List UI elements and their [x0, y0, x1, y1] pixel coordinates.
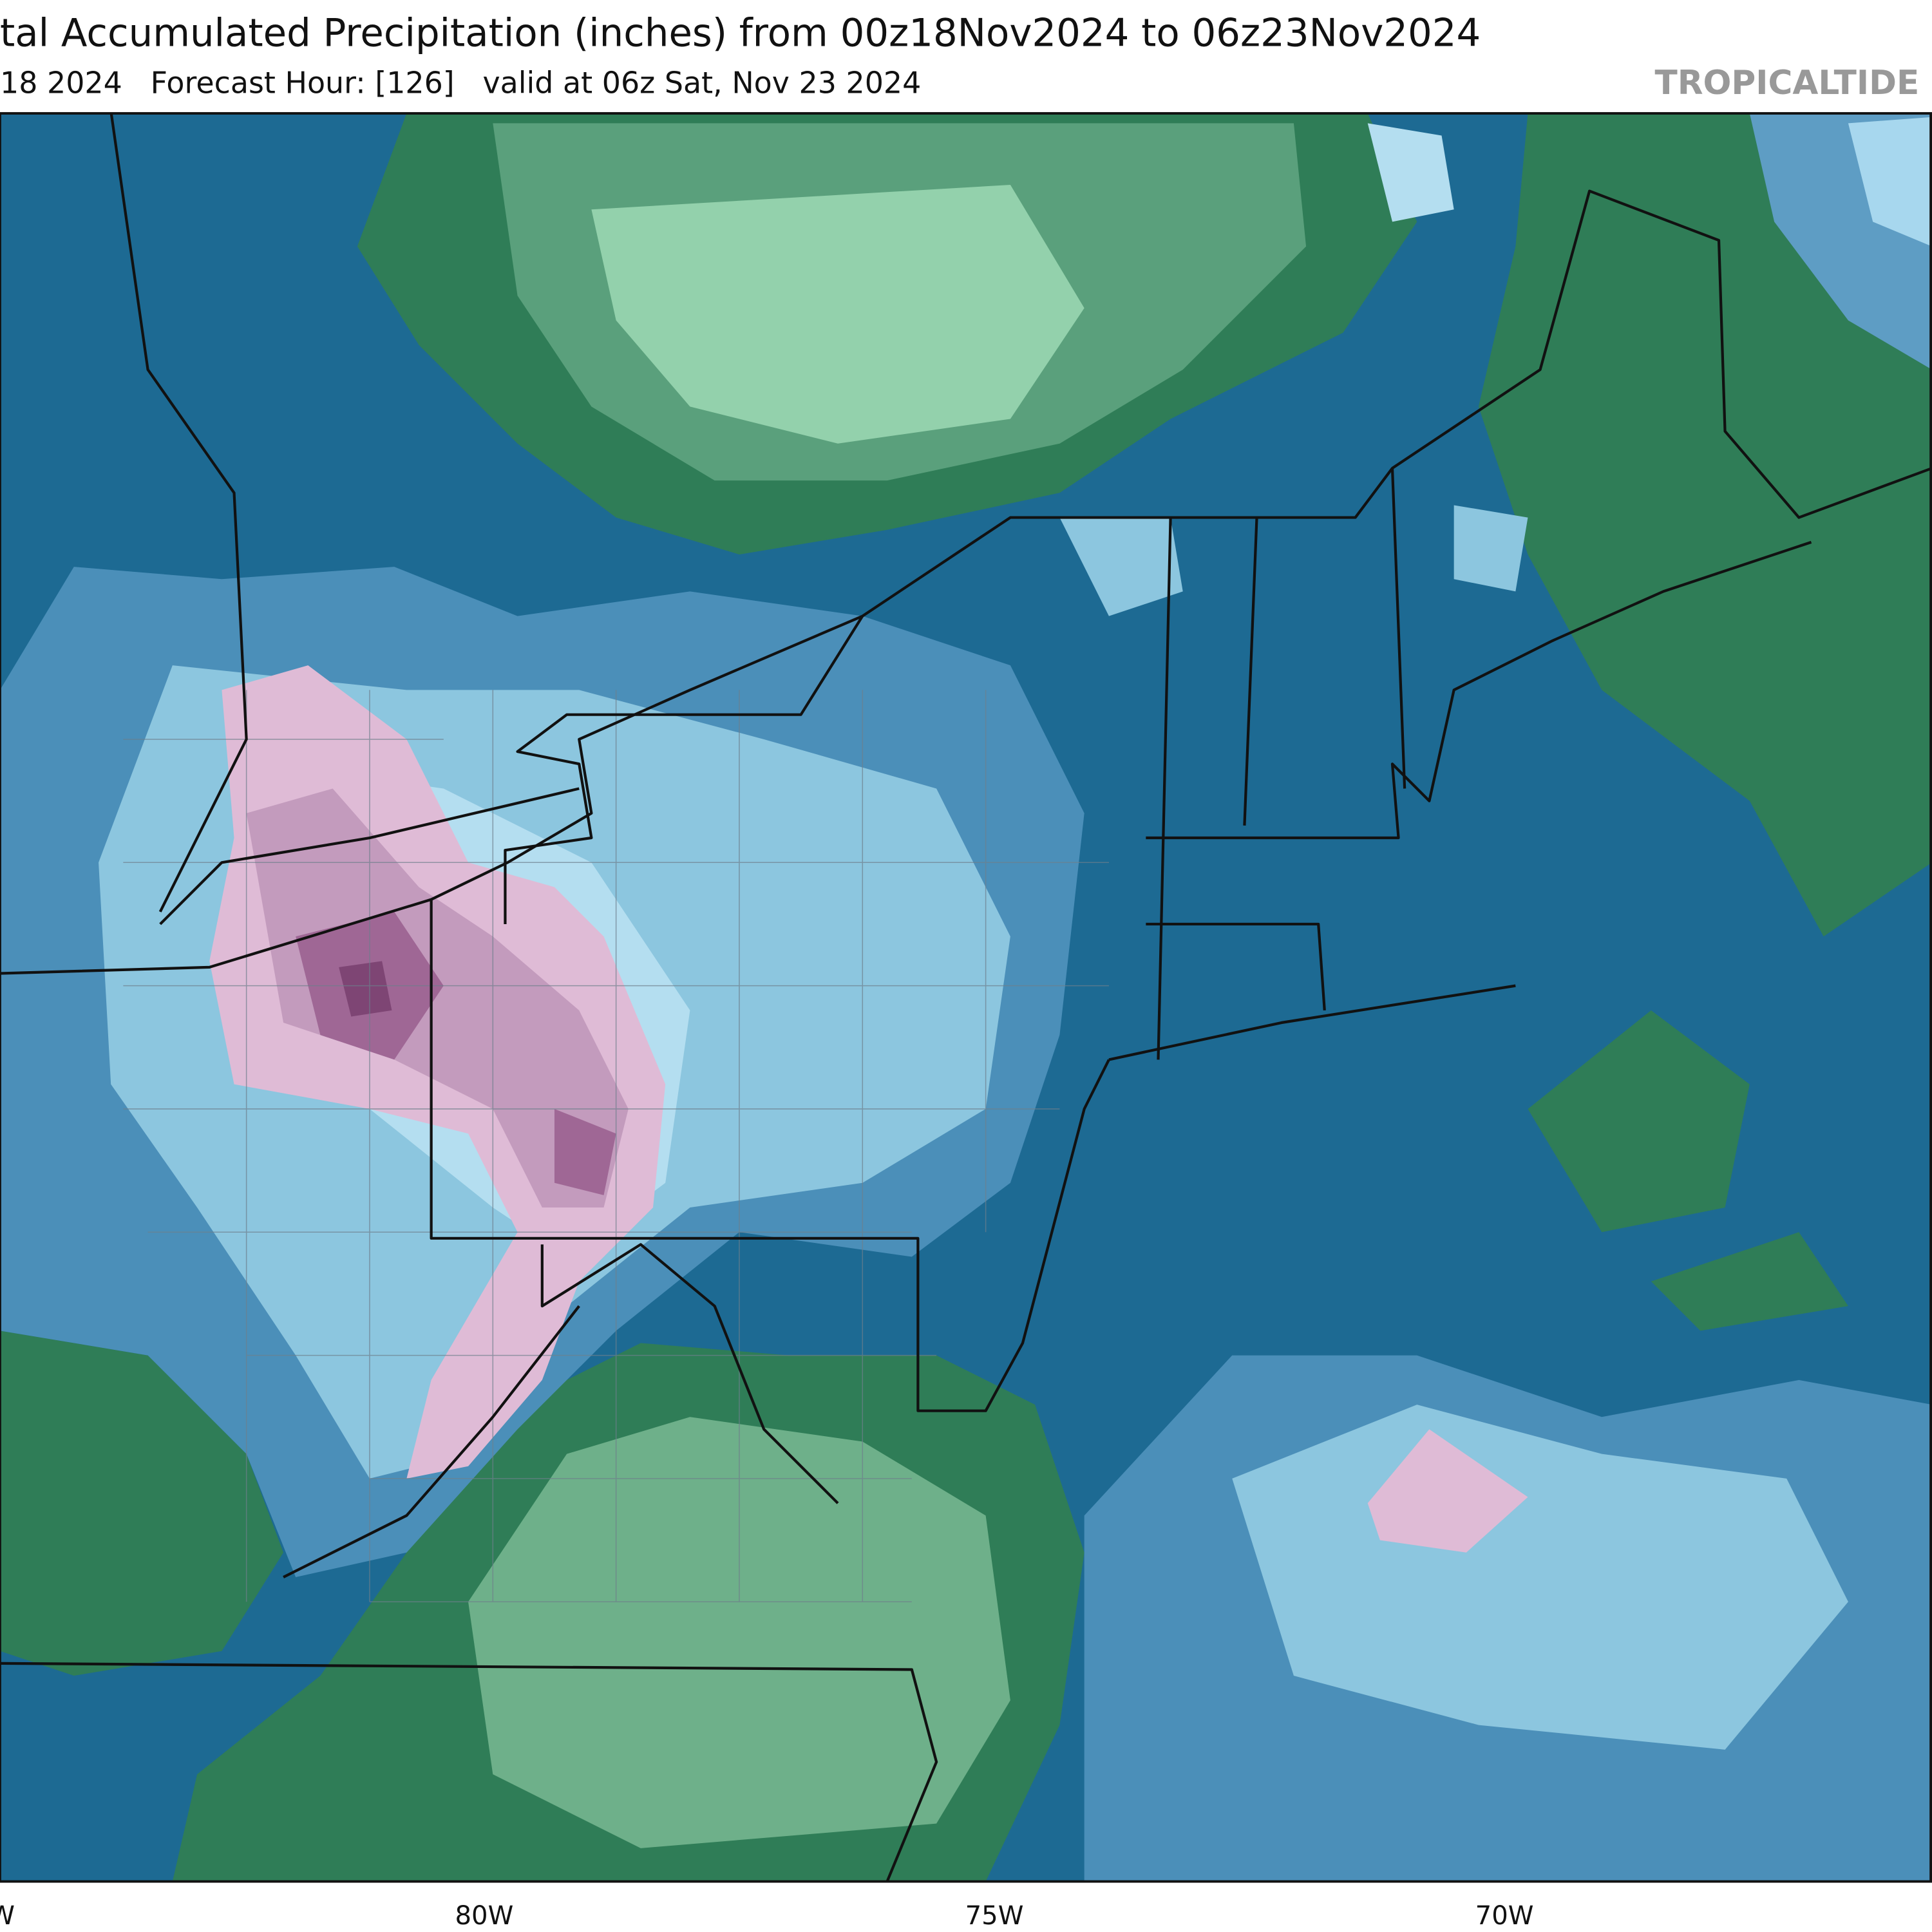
field-purple-dark [339, 961, 392, 1017]
field-blue-light [1848, 117, 1932, 247]
field-pink [1367, 1429, 1528, 1553]
field-green [1528, 1010, 1848, 1331]
border-line [0, 189, 1932, 975]
field-blue-pale [1367, 123, 1454, 222]
subtitle: 18 2024 Forecast Hour: [126] valid at 06… [0, 66, 921, 100]
field-green [1478, 113, 1932, 937]
title: tal Accumulated Precipitation (inches) f… [0, 11, 1481, 55]
field-purple-light [246, 788, 629, 1208]
precip-field [0, 113, 1932, 1882]
longitude-label: W [0, 1901, 15, 1931]
longitude-label: 70W [1475, 1901, 1534, 1931]
county-lines [123, 690, 1109, 1603]
southern-borders [0, 1243, 938, 1882]
field-blue-light [1059, 505, 1528, 616]
map-frame [0, 112, 1932, 1883]
field-green-pale [591, 184, 1084, 444]
longitude-label: 80W [455, 1901, 514, 1931]
field-green-light [468, 1417, 1010, 1848]
longitude-axis: W 80W 75W 70W [0, 1901, 1534, 1931]
field-green [0, 1331, 284, 1676]
brand: TROPICALTIDE [1655, 64, 1920, 102]
longitude-label: 75W [965, 1901, 1024, 1931]
state-lines [430, 468, 1812, 1412]
lake-shores [109, 113, 864, 925]
